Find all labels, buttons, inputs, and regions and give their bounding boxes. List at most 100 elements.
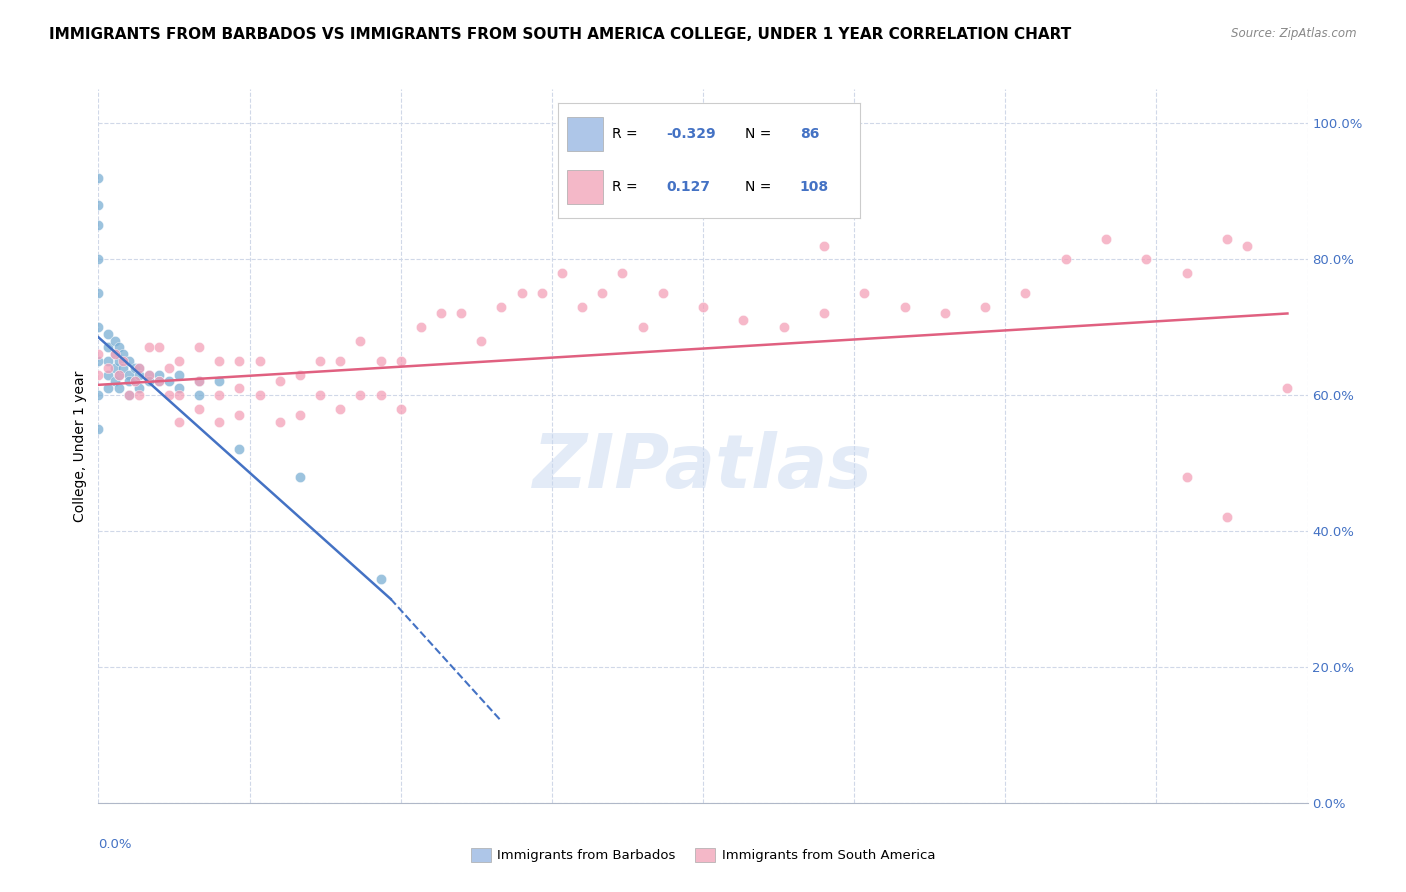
Point xyxy=(97,341,120,355)
Point xyxy=(651,286,673,301)
Point xyxy=(288,368,311,382)
Point xyxy=(208,375,231,389)
Point xyxy=(1216,232,1239,246)
Point xyxy=(128,360,150,375)
Text: 0.0%: 0.0% xyxy=(98,838,132,852)
Point xyxy=(249,388,271,402)
Point xyxy=(107,368,129,382)
Point xyxy=(128,368,150,382)
Point xyxy=(138,368,160,382)
Point xyxy=(409,320,432,334)
Point xyxy=(1216,510,1239,524)
Point xyxy=(1175,266,1198,280)
Point xyxy=(188,341,211,355)
Point xyxy=(138,375,160,389)
Point xyxy=(87,198,110,212)
Y-axis label: College, Under 1 year: College, Under 1 year xyxy=(73,370,87,522)
Point xyxy=(97,381,120,395)
Point xyxy=(1014,286,1036,301)
Point xyxy=(111,354,134,368)
Text: Source: ZipAtlas.com: Source: ZipAtlas.com xyxy=(1232,27,1357,40)
Point xyxy=(118,388,141,402)
Point xyxy=(228,409,250,423)
Point xyxy=(491,300,513,314)
Point xyxy=(103,334,125,348)
Point xyxy=(974,300,997,314)
Point xyxy=(228,442,250,457)
Point xyxy=(97,326,120,341)
Point xyxy=(188,401,211,416)
Point xyxy=(87,354,110,368)
Point xyxy=(111,360,134,375)
Point xyxy=(1175,469,1198,483)
Point xyxy=(167,381,190,395)
Point xyxy=(87,320,110,334)
Point xyxy=(188,375,211,389)
Point xyxy=(107,381,129,395)
Point xyxy=(530,286,553,301)
Point xyxy=(208,415,231,429)
Point xyxy=(118,375,141,389)
Point xyxy=(167,354,190,368)
Point xyxy=(148,375,170,389)
Text: IMMIGRANTS FROM BARBADOS VS IMMIGRANTS FROM SOUTH AMERICA COLLEGE, UNDER 1 YEAR : IMMIGRANTS FROM BARBADOS VS IMMIGRANTS F… xyxy=(49,27,1071,42)
Point xyxy=(389,401,412,416)
Point xyxy=(370,572,392,586)
Point xyxy=(103,347,125,361)
Point xyxy=(1095,232,1118,246)
Point xyxy=(893,300,915,314)
Point xyxy=(349,388,371,402)
Point xyxy=(87,368,110,382)
Point xyxy=(470,334,492,348)
Point xyxy=(167,415,190,429)
Point xyxy=(1277,381,1299,395)
Point xyxy=(430,306,453,320)
Point xyxy=(87,170,110,185)
Point xyxy=(349,334,371,348)
Point xyxy=(128,360,150,375)
Point xyxy=(450,306,472,320)
Point xyxy=(148,341,170,355)
Point xyxy=(309,388,332,402)
Point xyxy=(370,354,392,368)
Point xyxy=(87,252,110,266)
Point xyxy=(148,368,170,382)
Point xyxy=(631,320,654,334)
Point xyxy=(87,286,110,301)
Point xyxy=(157,388,180,402)
Point xyxy=(1236,238,1258,252)
Point xyxy=(138,368,160,382)
Point xyxy=(329,401,352,416)
Point xyxy=(97,354,120,368)
Point xyxy=(118,368,141,382)
Point xyxy=(188,388,211,402)
Point xyxy=(389,354,412,368)
Point xyxy=(128,381,150,395)
Point xyxy=(138,341,160,355)
Point xyxy=(124,375,146,389)
Point xyxy=(118,354,141,368)
Point xyxy=(329,354,352,368)
Point xyxy=(772,320,794,334)
Point xyxy=(157,360,180,375)
Point xyxy=(128,388,150,402)
Point xyxy=(103,375,125,389)
Point xyxy=(551,266,574,280)
Point xyxy=(733,313,755,327)
Point xyxy=(934,306,956,320)
Point xyxy=(87,388,110,402)
Point xyxy=(591,286,613,301)
Point xyxy=(692,300,714,314)
Point xyxy=(813,238,835,252)
Point xyxy=(1135,252,1157,266)
Point xyxy=(249,354,271,368)
Point xyxy=(288,469,311,483)
Point xyxy=(87,422,110,436)
Point xyxy=(208,354,231,368)
Point xyxy=(167,368,190,382)
Text: ZIPatlas: ZIPatlas xyxy=(533,431,873,504)
Point xyxy=(188,375,211,389)
Point xyxy=(87,218,110,232)
Point xyxy=(612,266,634,280)
Point xyxy=(309,354,332,368)
